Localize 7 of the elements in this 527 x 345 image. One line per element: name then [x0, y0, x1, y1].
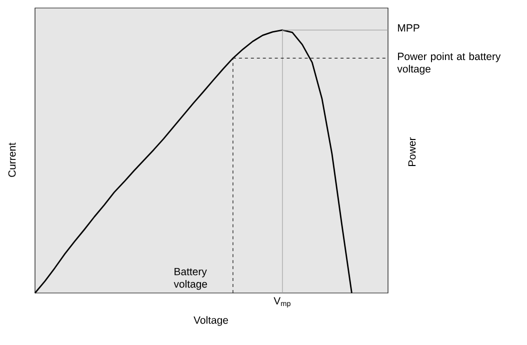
ref-line-label: Power point at battery voltage — [397, 52, 501, 75]
text: V$_{mp}$ — [274, 297, 290, 308]
x-axis-title: Voltage — [194, 316, 228, 326]
ref-line-label: MPP — [398, 24, 420, 32]
y2-axis-title: Power — [408, 137, 416, 166]
annotation: Battery voltage — [174, 268, 208, 290]
y-axis-title: Current — [8, 142, 16, 177]
